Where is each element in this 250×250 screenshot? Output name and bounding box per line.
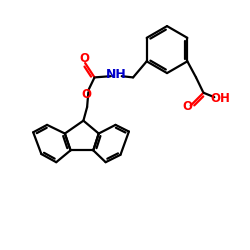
Text: O: O — [81, 88, 91, 101]
Text: OH: OH — [210, 92, 230, 106]
Text: O: O — [182, 100, 192, 113]
Text: NH: NH — [106, 68, 127, 82]
Text: O: O — [79, 52, 89, 65]
